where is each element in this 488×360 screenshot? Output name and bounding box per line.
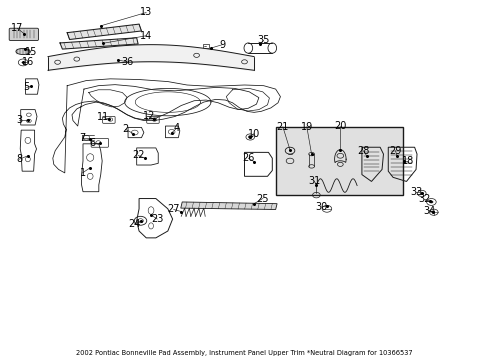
Text: 28: 28 [356, 146, 369, 156]
Text: 1: 1 [79, 168, 85, 178]
Circle shape [428, 201, 432, 203]
Text: 10: 10 [247, 129, 260, 139]
Text: 12: 12 [142, 112, 155, 121]
Text: 31: 31 [307, 176, 320, 186]
Text: 30: 30 [314, 202, 326, 212]
Text: 5: 5 [23, 82, 29, 93]
Text: 2: 2 [122, 125, 128, 134]
Text: 6: 6 [89, 138, 95, 148]
Text: 17: 17 [11, 23, 23, 33]
Text: 24: 24 [128, 219, 140, 229]
Text: 2002 Pontiac Bonneville Pad Assembly, Instrument Panel Upper Trim *Neutral Diagr: 2002 Pontiac Bonneville Pad Assembly, In… [76, 350, 412, 356]
Text: 13: 13 [140, 8, 152, 18]
Text: 21: 21 [276, 122, 288, 132]
Text: 14: 14 [140, 31, 152, 41]
Text: 27: 27 [167, 204, 180, 215]
Polygon shape [67, 24, 141, 40]
Ellipse shape [16, 48, 30, 55]
Polygon shape [181, 202, 277, 210]
Text: 8: 8 [16, 154, 22, 164]
Text: 35: 35 [257, 35, 269, 45]
Text: 7: 7 [79, 133, 85, 143]
Text: 32: 32 [417, 194, 429, 204]
Circle shape [248, 136, 252, 138]
Text: 11: 11 [97, 112, 109, 122]
Text: 20: 20 [333, 121, 346, 131]
Text: 4: 4 [173, 123, 179, 134]
Text: 25: 25 [256, 194, 268, 203]
FancyBboxPatch shape [9, 28, 39, 41]
Text: 26: 26 [242, 153, 254, 163]
Text: 36: 36 [121, 57, 133, 67]
Text: 23: 23 [151, 214, 163, 224]
Text: 19: 19 [300, 122, 312, 132]
Text: 22: 22 [132, 150, 144, 161]
Polygon shape [60, 38, 138, 49]
Text: 34: 34 [422, 206, 434, 216]
Text: 9: 9 [219, 40, 225, 50]
Text: 15: 15 [24, 47, 37, 57]
Bar [275, 127, 402, 195]
Text: 16: 16 [22, 58, 34, 67]
Bar [203, 44, 208, 48]
Text: 3: 3 [16, 115, 22, 125]
Text: 29: 29 [388, 146, 401, 156]
Text: 33: 33 [409, 188, 421, 197]
Text: 18: 18 [402, 156, 414, 166]
